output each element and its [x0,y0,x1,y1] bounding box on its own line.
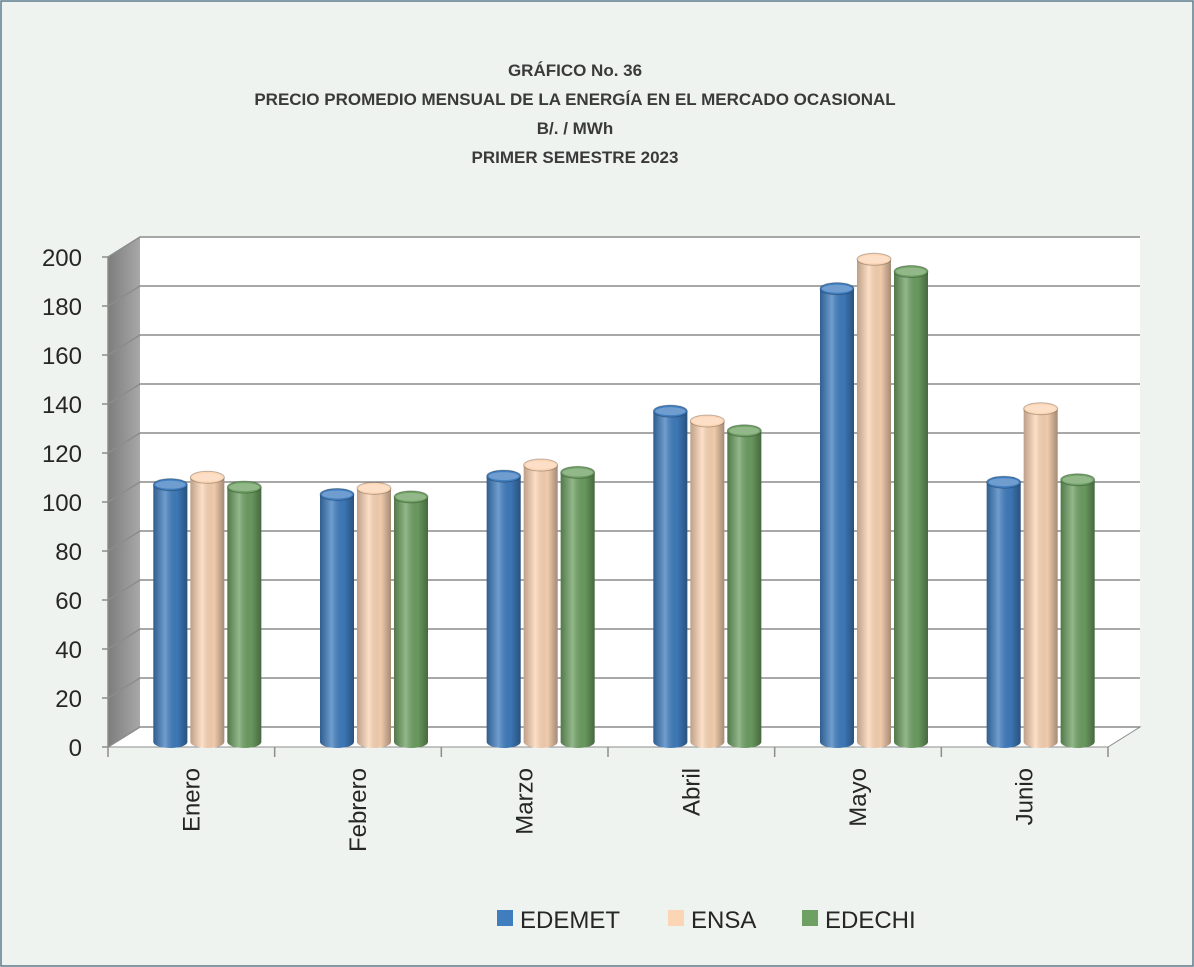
grid-line [107,285,1140,307]
bar-cap [560,465,596,479]
bar-shade [820,288,854,748]
bar-cap [652,404,688,418]
grid-line [107,383,1140,405]
grid-line [107,628,1140,650]
y-tick-label: 40 [55,637,82,664]
bar-cap-light [359,484,389,493]
bar-cap-light [822,284,852,293]
bar-cap [1060,473,1096,487]
grid-line [107,726,1140,748]
labels: 0 20 40 60 80 100 120 140 160 180 200 Enero Febrero M… [42,245,1039,852]
x-tick-label: Abril [678,768,705,816]
bar-shade [1023,408,1058,748]
bar-cap [893,265,929,278]
grid-line [107,579,1140,601]
bar-cap [393,490,429,504]
x-tick-label: Mayo [845,768,872,827]
bar-shade [153,484,188,748]
legend-label: EDECHI [825,907,916,934]
grid-line [107,530,1140,552]
y-tick-label: 80 [55,539,82,566]
grid-line [107,432,1140,454]
bar-cap [689,414,725,428]
x-tick-label: Febrero [345,768,372,852]
chart-title: GRÁFICO No. 36 [508,61,642,80]
bar-shade [394,496,428,748]
bar-shade [357,488,391,748]
bar-cap-light [1025,404,1056,413]
bar-cap-light [988,478,1019,487]
bar-shade [894,271,928,748]
bar-cap-light [155,480,186,489]
y-tick-label: 200 [42,245,82,272]
bar-shade [227,487,262,748]
bar-shade [560,472,595,748]
y-tick-label: 180 [42,294,82,321]
bar-shade [986,482,1021,748]
chart-subtitle: B/. / MWh [537,119,613,138]
bar-shade [190,477,225,748]
grid-line [107,677,1140,699]
bar-cap [486,469,522,483]
bar-cap-light [229,483,260,492]
bar-cap [819,282,855,296]
legend-swatch [802,910,818,926]
bar-cap-light [692,416,723,425]
bar-shade [690,420,725,748]
legend-label: ENSA [691,907,756,934]
bar-cap [319,487,355,501]
grid [102,236,1140,757]
bar-cap [523,458,559,472]
y-tick-label: 100 [42,490,82,517]
y-tick-label: 120 [42,441,82,468]
grid-line [107,481,1140,503]
y-tick-label: 60 [55,588,82,615]
bar-cap [152,478,188,492]
bar-cap-light [859,255,889,264]
bar-cap [986,475,1022,489]
bar-cap-light [896,267,926,276]
bar-shade [320,494,354,748]
bar-cap-light [655,407,686,416]
bar-cap-light [1062,475,1093,484]
bar-shade [1060,479,1095,748]
bar-cap [1023,402,1059,416]
bar-shade [523,465,558,748]
bar-cap-light [562,468,593,477]
x-tick-label: Junio [1012,768,1039,825]
chart-subtitle: PRECIO PROMEDIO MENSUAL DE LA ENERGÍA EN… [254,90,895,109]
bar-shade [486,476,521,748]
y-tick-label: 140 [42,392,82,419]
bar-shade [857,259,891,748]
bar-cap-light [729,426,760,435]
y-tick-label: 20 [55,686,82,713]
y-tick-label: 0 [69,735,82,762]
bar-cap [189,470,225,484]
y-tick-label: 160 [42,343,82,370]
bar-cap-light [396,492,426,501]
legend-label: EDEMET [520,907,620,934]
bar-cap [726,424,762,438]
legend-swatch [668,910,684,926]
grid-line [107,334,1140,356]
bar-cap-light [488,472,519,481]
floor [106,726,1142,748]
grid-line [107,236,1140,258]
legend: EDEMET ENSA EDECHI [497,907,916,934]
bar-cap-light [322,490,352,499]
bar-cap-light [525,461,556,470]
bar-cap [356,481,392,495]
bar-shade [727,430,762,748]
bar-cap [856,252,892,266]
bar-cap [226,480,262,494]
bars [152,252,1096,748]
bar-cap-light [192,473,223,482]
x-tick-label: Enero [178,768,205,832]
chart-subtitle: PRIMER SEMESTRE 2023 [472,148,679,167]
legend-swatch [497,910,513,926]
bar-shade [653,411,688,748]
x-tick-label: Marzo [512,768,539,835]
